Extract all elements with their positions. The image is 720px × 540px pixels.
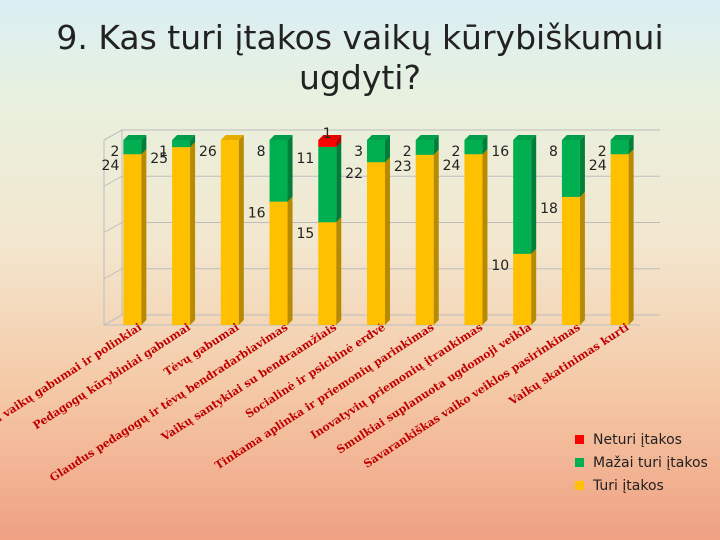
legend-swatch-turi (575, 481, 584, 490)
bar-top (464, 135, 488, 140)
bar-segment (172, 140, 191, 148)
bar-top (561, 135, 585, 140)
bar-side (336, 135, 342, 147)
category-labels: Įgimti vaikų gabumai ir polinkiaiPedagog… (0, 321, 631, 485)
bar-segment (318, 140, 337, 147)
data-label: 2 (452, 144, 461, 160)
bar-side (238, 135, 244, 325)
gridline-diagonal (103, 175, 123, 187)
data-label: 1 (159, 144, 168, 160)
legend: Neturi įtakos Mažai turi įtakos Turi įta… (575, 428, 708, 497)
bar-segment (513, 253, 532, 325)
gridline-diagonal (103, 314, 123, 326)
bar-side (482, 149, 488, 325)
data-label: 8 (549, 144, 558, 160)
bar-side (336, 217, 342, 325)
bar-top (123, 135, 147, 140)
bar-segment (269, 201, 288, 325)
category-label: Tinkama aplinka ir priemonių parinkimas (213, 321, 437, 473)
bar-segment (318, 222, 337, 325)
bar-segment (172, 147, 191, 325)
bar-side (385, 157, 390, 325)
bar-segment (561, 196, 580, 325)
bar-segment (123, 154, 142, 325)
data-label: 1 (323, 126, 332, 142)
bar-side (433, 135, 439, 155)
data-label: 11 (296, 151, 314, 167)
bar-top (610, 135, 634, 140)
data-label: 18 (540, 201, 558, 217)
bar-side (141, 135, 147, 155)
data-label: 16 (248, 206, 266, 222)
bar-segment (464, 154, 483, 325)
bar-segment (415, 140, 434, 155)
bar-side (336, 141, 342, 223)
data-label: 3 (354, 144, 363, 160)
legend-swatch-neturi (575, 435, 584, 444)
bar-segment (610, 140, 629, 155)
data-label: 2 (598, 144, 607, 160)
bar-top (513, 135, 537, 140)
bar-side (287, 135, 293, 202)
bar-top (367, 135, 390, 140)
bar-side (628, 135, 634, 155)
data-label: 24 (443, 158, 461, 174)
legend-swatch-mazai (575, 458, 584, 467)
bar-segment (318, 146, 337, 223)
legend-item: Neturi įtakos (575, 428, 708, 451)
legend-item: Mažai turi įtakos (575, 451, 708, 474)
bar-top (415, 135, 439, 140)
bars (123, 135, 634, 325)
bar-segment (415, 154, 434, 325)
data-label: 10 (491, 258, 509, 274)
bar-side (433, 149, 439, 325)
legend-label: Mažai turi įtakos (593, 454, 708, 471)
bar-side (385, 135, 390, 163)
data-label: 23 (394, 159, 412, 175)
data-label: 22 (345, 166, 363, 182)
category-label: Vaikų santykiai su bendraamžiais (158, 321, 339, 445)
bar-top (172, 135, 196, 140)
bar-segment (269, 140, 288, 202)
bar-segment (367, 140, 385, 163)
gridline-diagonal (103, 268, 123, 280)
legend-label: Neturi įtakos (593, 431, 682, 448)
data-label: 25 (150, 151, 168, 167)
data-label: 15 (296, 226, 314, 242)
bar-top (220, 135, 244, 140)
bar-segment (367, 162, 385, 325)
data-label: 2 (110, 144, 119, 160)
bar-side (531, 248, 537, 325)
bar-segment (513, 140, 532, 254)
gridline-diagonal (103, 129, 123, 141)
bar-side (190, 135, 196, 148)
bar-segment (123, 140, 142, 155)
legend-label: Turi įtakos (593, 477, 664, 494)
bar-side (287, 196, 293, 325)
data-label: 26 (199, 144, 217, 160)
bar-segment (561, 140, 580, 197)
bar-side (141, 149, 147, 325)
bar-side (482, 135, 488, 155)
data-label: 24 (102, 158, 120, 174)
data-label: 16 (491, 144, 509, 160)
bar-side (190, 142, 196, 325)
bar-top (318, 135, 342, 140)
bar-side (579, 191, 585, 325)
data-label: 8 (257, 144, 266, 160)
bar-segment (610, 154, 629, 325)
bar-segment (464, 140, 483, 155)
data-label: 2 (403, 144, 412, 160)
legend-item: Turi įtakos (575, 474, 708, 497)
bar-side (579, 135, 585, 197)
data-label: 24 (589, 158, 607, 174)
bar-top (269, 135, 293, 140)
gridline-diagonal (103, 222, 123, 233)
bar-side (531, 135, 537, 254)
bar-segment (220, 140, 239, 325)
bar-side (628, 149, 634, 325)
chart-title: 9. Kas turi įtakos vaikų kūrybiškumui ug… (56, 18, 664, 97)
